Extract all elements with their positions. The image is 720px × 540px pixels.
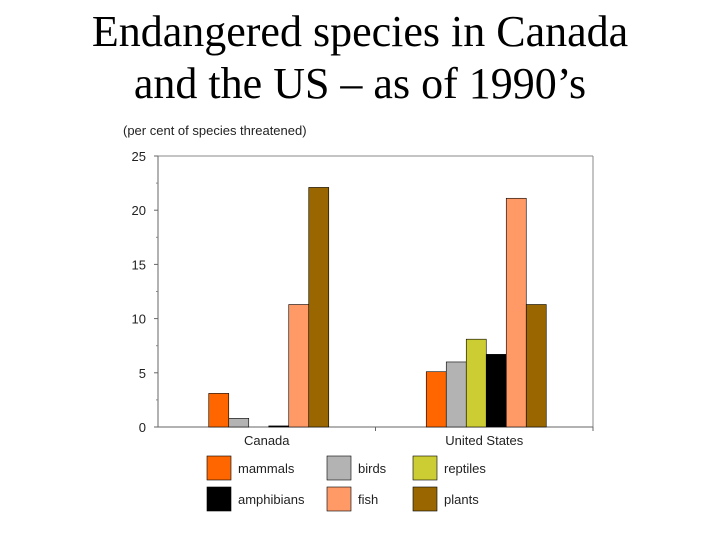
legend-label-plants: plants (444, 492, 479, 507)
y-tick-label: 20 (132, 203, 146, 218)
legend-label-amphibians: amphibians (238, 492, 305, 507)
bar-plants-canada (308, 187, 330, 428)
bar-reptiles-united-states (465, 338, 487, 428)
title-line-2: and the US – as of 1990’s (133, 59, 587, 108)
y-tick-label: 5 (139, 366, 146, 381)
bar-birds-canada (228, 418, 250, 428)
bar-amphibians-canada (268, 425, 290, 428)
legend-swatch-reptiles (412, 455, 438, 481)
bar-mammals-united-states (425, 371, 447, 428)
bar-birds-united-states (445, 361, 467, 428)
bar-amphibians-united-states (485, 354, 507, 428)
y-tick-label: 25 (132, 149, 146, 164)
legend-label-birds: birds (358, 461, 387, 476)
bar-mammals-canada (208, 393, 230, 428)
legend-swatch-plants (412, 486, 438, 512)
y-tick-label: 10 (132, 312, 146, 327)
legend-label-fish: fish (358, 492, 378, 507)
bar-fish-canada (288, 304, 310, 428)
slide-title: Endangered species in Canada and the US … (0, 6, 720, 110)
legend-swatch-mammals (206, 455, 232, 481)
title-line-1: Endangered species in Canada (91, 7, 629, 56)
x-category-label: United States (445, 433, 524, 448)
legend-swatch-fish (326, 486, 352, 512)
bar-plants-united-states (525, 304, 547, 428)
y-tick-label: 0 (139, 420, 146, 435)
legend-label-reptiles: reptiles (444, 461, 486, 476)
y-axis-unit-label: (per cent of species threatened) (123, 123, 307, 138)
legend-swatch-amphibians (206, 486, 232, 512)
legend-swatch-birds (326, 455, 352, 481)
y-tick-label: 15 (132, 257, 146, 272)
bar-fish-united-states (505, 197, 527, 428)
legend-label-mammals: mammals (238, 461, 295, 476)
x-category-label: Canada (244, 433, 290, 448)
